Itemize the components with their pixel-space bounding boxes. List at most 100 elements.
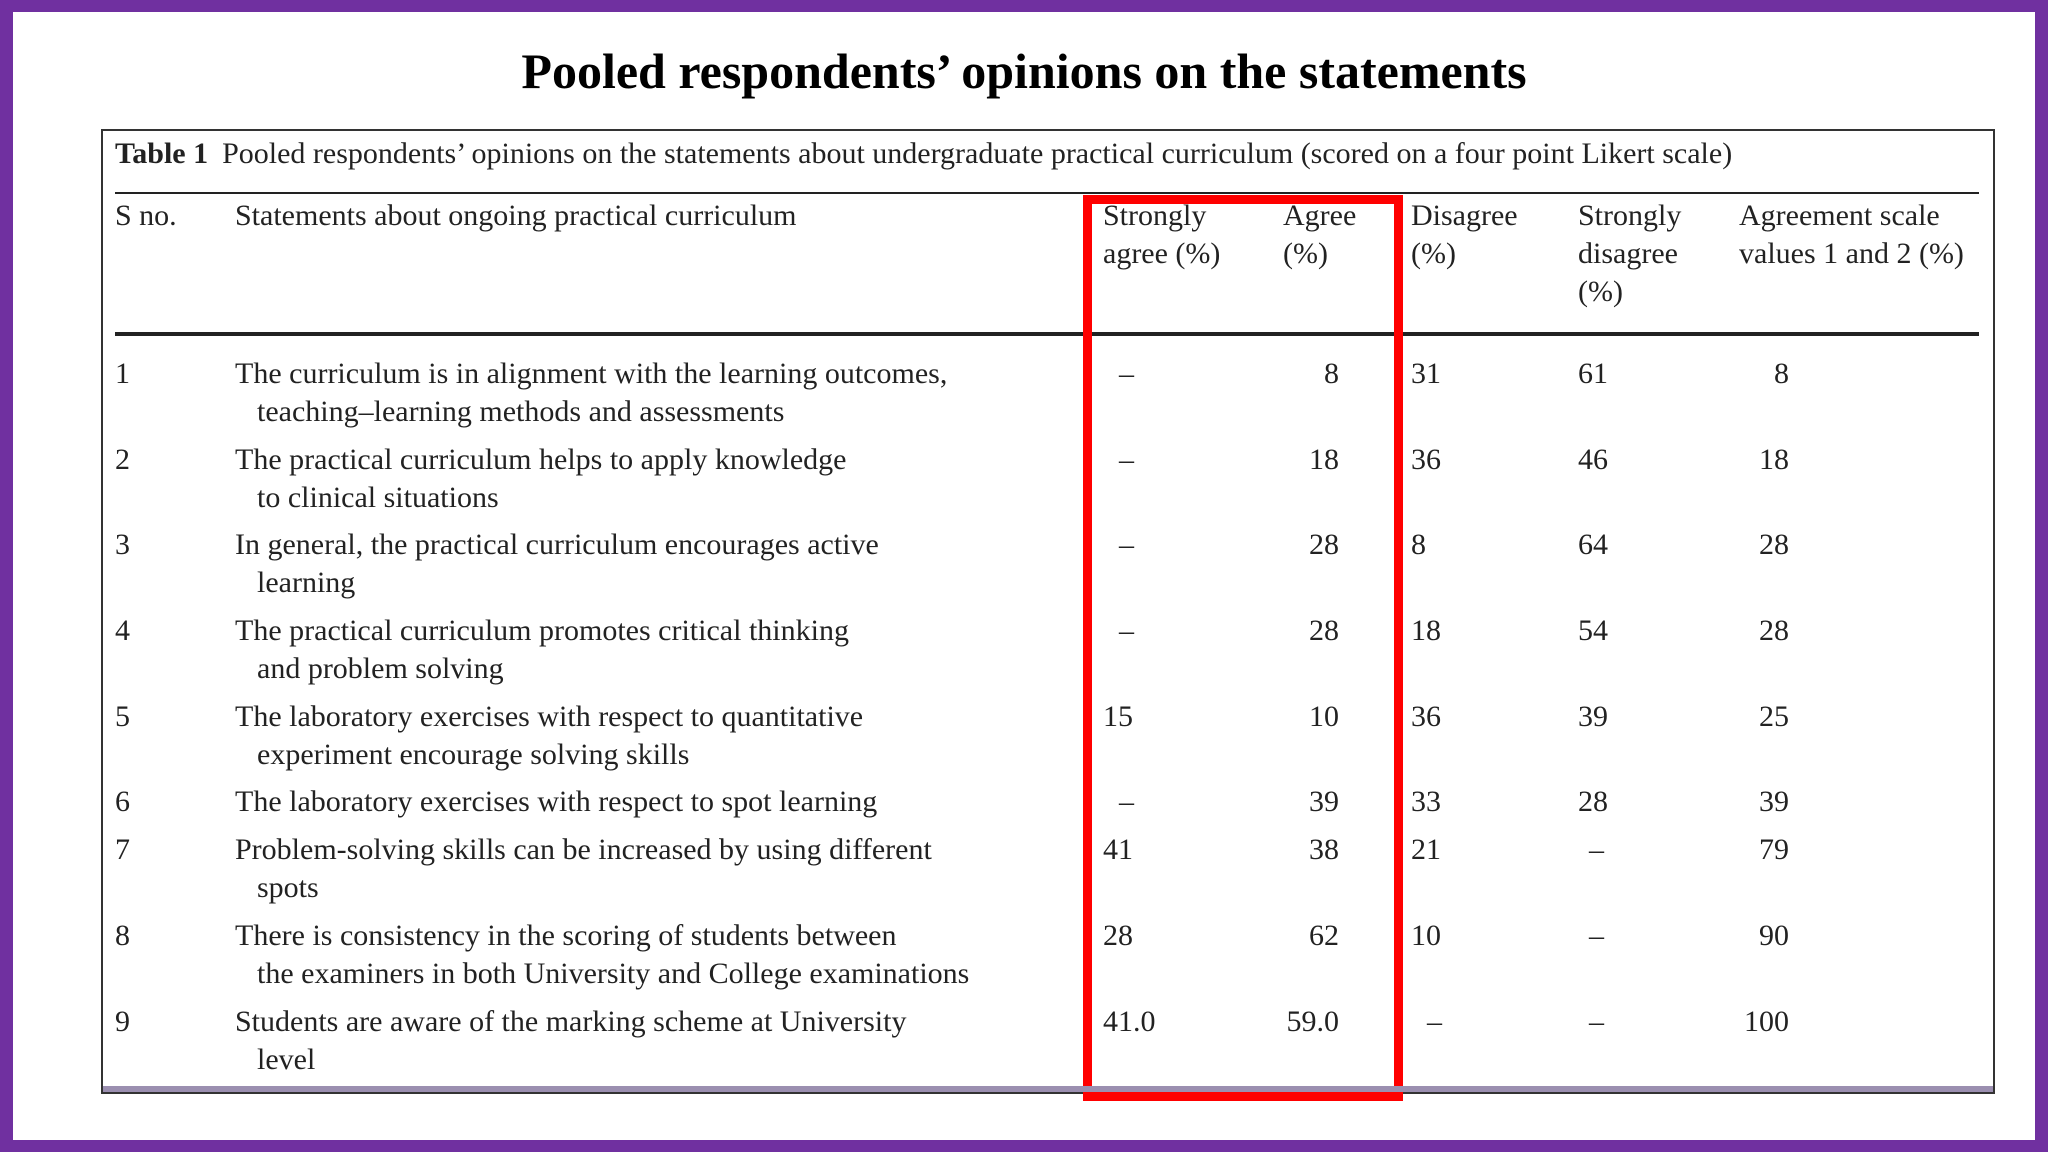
statement-line: The laboratory exercises with respect to… [235,700,864,733]
cell-col-agreement: 79 [1759,833,1789,866]
statement-line: Problem-solving skills can be increased … [235,833,932,866]
cell-col-strongly-disagree: 28 [1578,785,1608,818]
statement-line: The practical curriculum helps to apply … [235,443,847,476]
cell-col-statement: Problem-solving skills can be increased … [235,831,932,907]
cell-col-agree: 62 [1309,919,1339,952]
table-header-rule [115,332,1979,336]
header-line: Agree [1283,199,1357,232]
cell-col-strongly-agree: – [1119,357,1134,390]
cell-col-statement: The laboratory exercises with respect to… [235,698,863,774]
statement-line: spots [257,871,319,904]
header-line: Strongly [1578,199,1682,232]
cell-col-disagree: 10 [1411,919,1441,952]
cell-col-agree: 28 [1309,528,1339,561]
header-col-disagree: Disagree (%) [1411,197,1518,273]
statement-line: to clinical situations [257,481,499,514]
cell-col-agreement: 28 [1759,614,1789,647]
cell-col-disagree: 36 [1411,700,1441,733]
cell-col-sno: 8 [115,919,130,952]
cell-col-strongly-agree: – [1119,614,1134,647]
table-bottom-edge [103,1086,1993,1092]
cell-col-agreement: 100 [1744,1005,1789,1038]
cell-col-strongly-agree: 41 [1103,833,1133,866]
cell-col-statement: The curriculum is in alignment with the … [235,355,947,431]
cell-col-agree: 38 [1309,833,1339,866]
statement-line: the examiners in both University and Col… [257,957,970,990]
header-col-agreement: Agreement scale values 1 and 2 (%) [1739,197,1964,273]
cell-col-strongly-agree: – [1119,785,1134,818]
cell-col-sno: 2 [115,443,130,476]
statement-line: and problem solving [257,652,504,685]
cell-col-strongly-disagree: 54 [1578,614,1608,647]
cell-col-strongly-agree: 41.0 [1103,1005,1156,1038]
statement-line: experiment encourage solving skills [257,738,690,771]
table-image: Table 1 Pooled respondents’ opinions on t… [101,129,1995,1101]
header-line: values 1 and 2 (%) [1739,237,1964,270]
statement-line: teaching–learning methods and assessment… [257,395,785,428]
header-line: agree (%) [1103,237,1221,270]
cell-col-agreement: 8 [1774,357,1789,390]
header-col-strongly-disagree: Strongly disagree (%) [1578,197,1681,311]
cell-col-strongly-disagree: 39 [1578,700,1608,733]
cell-col-sno: 5 [115,700,130,733]
table-caption-text: Pooled respondents’ opinions on the stat… [222,137,1733,170]
statement-line: There is consistency in the scoring of s… [235,919,897,952]
cell-col-disagree: 18 [1411,614,1441,647]
cell-col-agree: 10 [1309,700,1339,733]
cell-col-sno: 3 [115,528,130,561]
cell-col-disagree: 36 [1411,443,1441,476]
cell-col-disagree: 8 [1411,528,1426,561]
highlight-box [1083,195,1403,1101]
header-line: S no. [115,199,177,232]
header-col-sno: S no. [115,197,177,235]
cell-col-strongly-agree: – [1119,528,1134,561]
statement-line: Students are aware of the marking scheme… [235,1005,907,1038]
cell-col-disagree: 21 [1411,833,1441,866]
cell-col-disagree: 31 [1411,357,1441,390]
slide: Pooled respondents’ opinions on the stat… [13,12,2035,1140]
header-line: (%) [1283,237,1328,270]
cell-col-statement: There is consistency in the scoring of s… [235,917,969,993]
cell-col-statement: The laboratory exercises with respect to… [235,783,877,821]
cell-col-agree: 59.0 [1286,1005,1340,1038]
cell-col-statement: Students are aware of the marking scheme… [235,1003,906,1079]
statement-line: In general, the practical curriculum enc… [235,528,879,561]
cell-col-agreement: 25 [1759,700,1789,733]
slide-title: Pooled respondents’ opinions on the stat… [521,43,1527,99]
cell-col-strongly-disagree: 64 [1578,528,1608,561]
statement-line: learning [257,566,356,599]
table-caption: Table 1 Pooled respondents’ opinions on t… [115,137,1732,171]
statement-line: The practical curriculum promotes critic… [235,614,849,647]
table-caption-label: Table 1 [115,137,209,170]
cell-col-strongly-disagree: 61 [1578,357,1608,390]
header-line: disagree [1578,237,1678,270]
cell-col-agreement: 39 [1759,785,1789,818]
cell-col-agreement: 90 [1759,919,1789,952]
cell-col-strongly-disagree: – [1589,1005,1604,1038]
header-col-strongly-agree: Strongly agree (%) [1103,197,1220,273]
cell-col-strongly-disagree: – [1589,833,1604,866]
cell-col-agreement: 28 [1759,528,1789,561]
cell-col-strongly-disagree: – [1589,919,1604,952]
cell-col-sno: 4 [115,614,130,647]
cell-col-strongly-agree: – [1119,443,1134,476]
header-line: (%) [1578,275,1623,308]
header-line: Strongly [1103,199,1207,232]
cell-col-disagree: – [1427,1005,1442,1038]
statement-line: The curriculum is in alignment with the … [235,357,948,390]
header-line: Disagree [1411,199,1518,232]
cell-col-statement: The practical curriculum promotes critic… [235,612,849,688]
cell-col-sno: 1 [115,357,130,390]
header-line: Statements about ongoing practical curri… [235,199,797,232]
cell-col-sno: 9 [115,1005,130,1038]
cell-col-sno: 6 [115,785,130,818]
statement-line: level [257,1043,316,1076]
table-top-rule [115,192,1979,194]
statement-line: The laboratory exercises with respect to… [235,785,878,818]
header-col-statement: Statements about ongoing practical curri… [235,197,797,235]
cell-col-statement: The practical curriculum helps to apply … [235,441,846,517]
header-line: (%) [1411,237,1456,270]
cell-col-agree: 28 [1309,614,1339,647]
cell-col-statement: In general, the practical curriculum enc… [235,526,879,602]
cell-col-disagree: 33 [1411,785,1441,818]
